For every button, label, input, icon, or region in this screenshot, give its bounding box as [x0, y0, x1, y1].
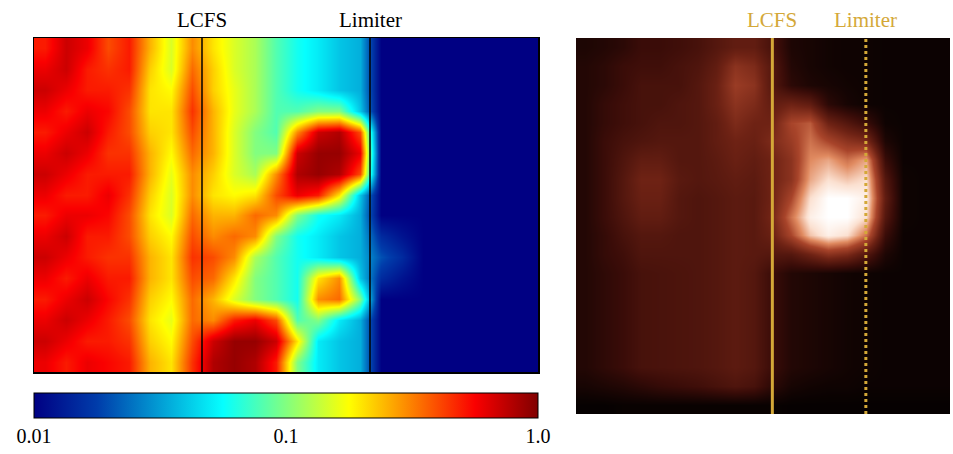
svg-text:LCFS: LCFS [747, 8, 797, 32]
svg-text:Limiter: Limiter [834, 8, 897, 32]
svg-text:0.01: 0.01 [17, 425, 52, 447]
svg-text:Limiter: Limiter [339, 8, 402, 32]
svg-text:1.0: 1.0 [526, 425, 551, 447]
svg-text:LCFS: LCFS [177, 8, 227, 32]
svg-text:0.1: 0.1 [274, 425, 299, 447]
